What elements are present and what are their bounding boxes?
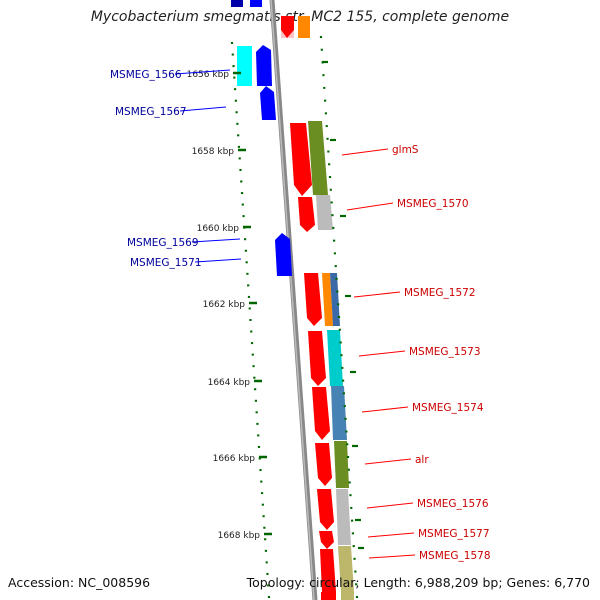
gene-label[interactable]: MSMEG_1571: [130, 257, 202, 269]
scale-tick-label: 1656 kbp: [187, 70, 230, 80]
gene-label-leader: [174, 69, 231, 75]
gene-label-leader: [364, 458, 412, 465]
gene-label-leader: [358, 350, 406, 357]
gene-arrow: [298, 197, 315, 232]
gene-arrow: [304, 273, 322, 326]
backbone-line: [269, 0, 318, 600]
feature-blocks: [231, 0, 354, 600]
scale-tick-label: 1662 kbp: [203, 300, 246, 310]
feature-block: [334, 441, 349, 488]
feature-block: [322, 273, 333, 326]
gene-label[interactable]: alr: [415, 454, 429, 466]
gene-label[interactable]: MSMEG_1569: [127, 237, 199, 249]
genome-summary: Topology: circular; Length: 6,988,209 bp…: [246, 575, 590, 590]
feature-block: [341, 592, 354, 600]
gene-label-leader: [194, 258, 242, 263]
gene-label-leader: [366, 502, 414, 509]
gene-arrow: [256, 45, 272, 86]
gene-arrow: [260, 86, 276, 120]
gene-arrow: [290, 123, 312, 196]
scale-tick-label: 1668 kbp: [218, 531, 261, 541]
gene-label[interactable]: MSMEG_1570: [397, 198, 469, 210]
scale-tick-label: 1660 kbp: [197, 224, 240, 234]
gene-label[interactable]: MSMEG_1567: [115, 106, 187, 118]
left-gene-labels: MSMEG_1566 MSMEG_1567 MSMEG_1569 MSMEG_1571: [110, 69, 242, 269]
gene-label-leader: [353, 291, 401, 298]
gene-label[interactable]: MSMEG_1578: [419, 550, 491, 562]
feature-block: [321, 592, 336, 600]
gene-arrow: [275, 233, 292, 276]
scale-tick-label: 1666 kbp: [213, 454, 256, 464]
gene-arrow: [312, 387, 330, 440]
gene-label-leader: [361, 406, 409, 413]
gene-label-leader: [179, 106, 227, 112]
feature-block: [308, 121, 328, 195]
feature-block: [231, 0, 243, 7]
gene-label-leader: [367, 532, 415, 538]
feature-block: [250, 0, 262, 7]
gene-label-leader: [368, 554, 416, 559]
feature-block: [298, 16, 310, 38]
gene-label-leader: [346, 202, 394, 211]
gene-label[interactable]: glmS: [392, 144, 419, 156]
gene-arrow: [315, 443, 332, 486]
gene-label-leader: [191, 238, 241, 243]
scale-tick-label: 1658 kbp: [192, 147, 235, 157]
gene-arrow: [308, 331, 326, 386]
dotted-tracks: [230, 36, 364, 598]
gene-label-leader: [341, 148, 389, 156]
scale-tick-label: 1664 kbp: [208, 378, 251, 388]
right-gene-labels: glmS MSMEG_1570 MSMEG_1572 MSMEG_1573 MSMEG_…: [341, 144, 491, 562]
accession-text: Accession: NC_008596: [8, 575, 151, 590]
gene-label[interactable]: MSMEG_1576: [417, 498, 489, 510]
gene-label[interactable]: MSMEG_1577: [418, 528, 490, 540]
backbone-highlight: [270, 0, 315, 600]
gene-label[interactable]: MSMEG_1573: [409, 346, 481, 358]
feature-block: [327, 330, 343, 386]
feature-block: [330, 273, 340, 326]
gene-label[interactable]: MSMEG_1574: [412, 402, 484, 414]
gene-arrow: [281, 16, 294, 38]
gene-label[interactable]: MSMEG_1572: [404, 287, 476, 299]
feature-block: [237, 46, 252, 86]
feature-block: [331, 386, 347, 440]
gene-arrow: [319, 531, 334, 549]
feature-block: [336, 489, 351, 545]
gene-arrow: [320, 549, 336, 592]
gene-arrow: [317, 489, 334, 530]
genome-backbone: [269, 0, 318, 600]
gene-label[interactable]: MSMEG_1566: [110, 69, 182, 81]
scale-ticks: 1656 kbp 1658 kbp 1660 kbp 1662 kbp 1664 kbp…: [187, 70, 272, 541]
feature-block: [338, 546, 354, 592]
feature-block: [316, 195, 333, 230]
